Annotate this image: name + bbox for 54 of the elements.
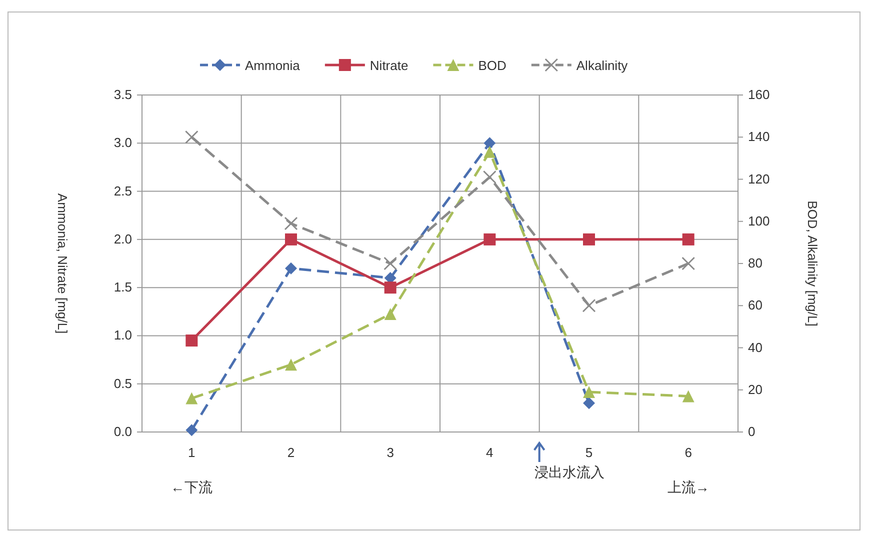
y-axis-title: Ammonia, Nitrate [mg/L] — [55, 193, 70, 334]
legend-label: BOD — [478, 58, 506, 73]
y-tick-label: 1.5 — [114, 280, 132, 295]
x-tick-label: 3 — [386, 445, 394, 460]
x-tick-label: 6 — [684, 445, 692, 460]
y2-tick-label: 20 — [748, 382, 762, 397]
text: ←下流 — [170, 479, 213, 495]
text: 浸出水流入 — [534, 464, 604, 480]
y2-axis-title: BOD, Alkalinity [mg/L] — [805, 200, 820, 326]
point — [682, 256, 696, 270]
y-tick-label: 3.5 — [114, 87, 132, 102]
y-tick-label: 0.5 — [114, 376, 132, 391]
point — [582, 298, 596, 312]
y2-tick-label: 160 — [748, 87, 770, 102]
point — [682, 390, 694, 402]
point — [285, 233, 297, 246]
point — [583, 386, 595, 398]
point — [384, 282, 396, 294]
legend-label: Nitrate — [370, 58, 408, 73]
y-tick-label: 1.0 — [114, 328, 132, 343]
x-tick-label: 4 — [486, 445, 494, 460]
y2-tick-label: 40 — [748, 340, 762, 355]
point — [184, 130, 198, 144]
y2-tick-label: 100 — [748, 213, 770, 228]
point — [186, 392, 198, 404]
point — [484, 146, 496, 158]
point — [285, 358, 297, 371]
y2-tick-label: 0 — [748, 424, 756, 439]
point — [285, 262, 297, 274]
y2-tick-label: 80 — [748, 256, 762, 270]
point — [186, 334, 198, 347]
y-tick-label: 3.0 — [114, 135, 132, 150]
point — [284, 216, 298, 230]
y2-tick-label: 120 — [748, 171, 770, 186]
y2-tick-label: 60 — [748, 298, 762, 313]
point — [186, 424, 198, 436]
point — [583, 397, 595, 410]
point — [682, 233, 694, 246]
x-tick-label: 2 — [287, 445, 295, 460]
point — [384, 256, 398, 270]
x-tick-label: 1 — [188, 445, 196, 460]
legend-label: Alkalinity — [576, 58, 628, 73]
point — [482, 170, 496, 184]
text: 上流→ — [667, 479, 710, 495]
x-tick-label: 5 — [585, 445, 593, 460]
y-tick-label: 2.5 — [114, 183, 132, 198]
y-tick-label: 0.0 — [114, 424, 132, 439]
point — [484, 137, 496, 150]
y2-tick-label: 140 — [748, 129, 770, 144]
y-tick-label: 2.0 — [114, 231, 132, 246]
point — [484, 233, 496, 246]
point — [583, 233, 595, 246]
legend-label: Ammonia — [245, 58, 301, 73]
point — [384, 308, 396, 320]
